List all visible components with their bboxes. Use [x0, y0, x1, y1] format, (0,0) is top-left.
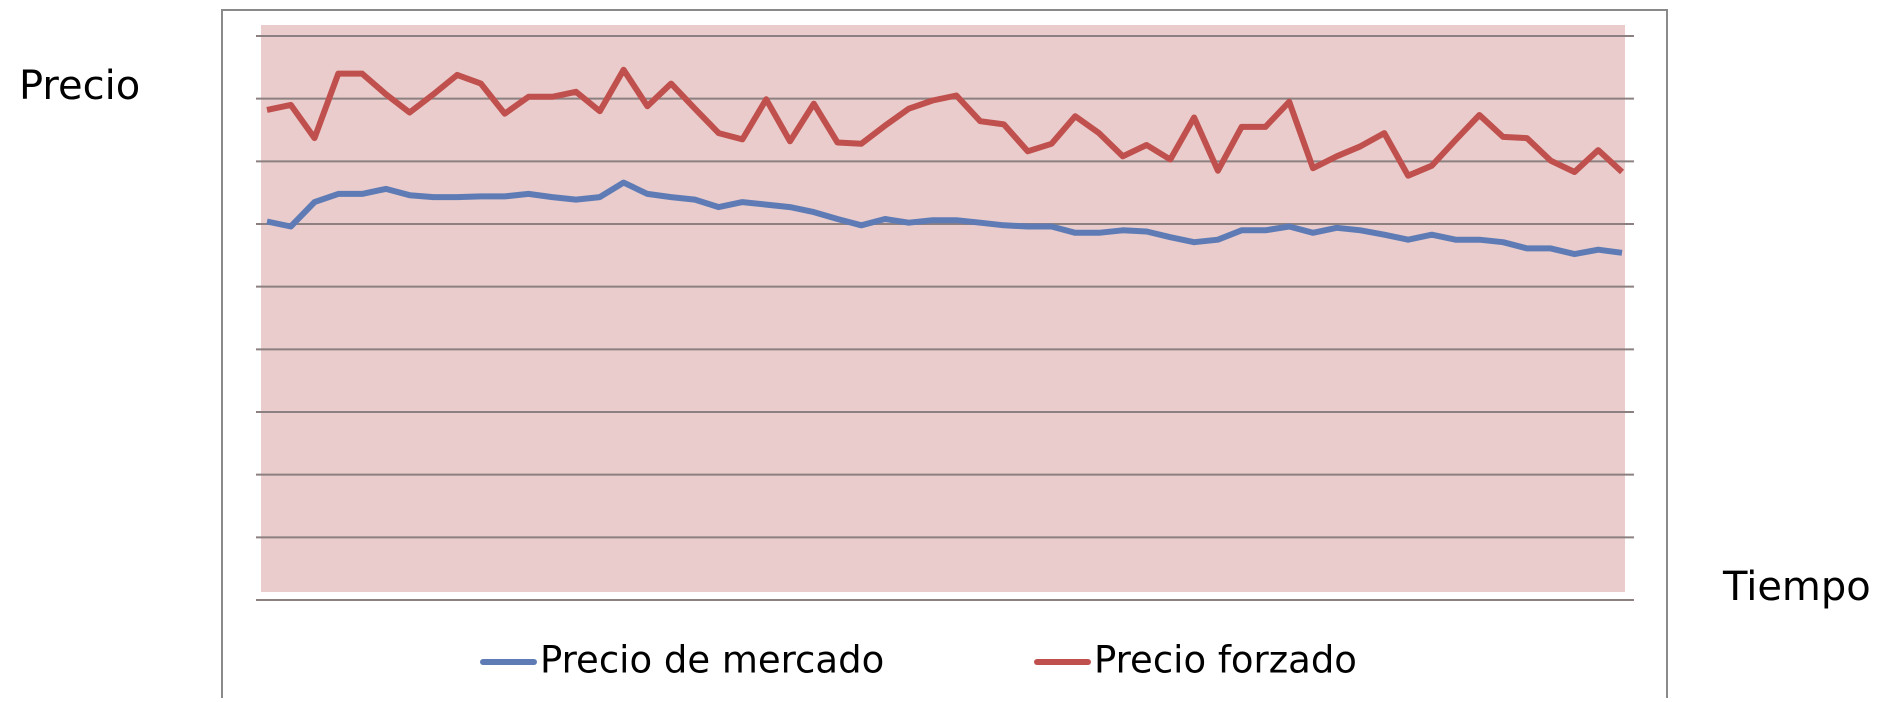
- series-line: [266, 179, 1623, 258]
- series-line: [266, 66, 1625, 179]
- legend-label: Precio de mercado: [540, 639, 884, 682]
- plot-background: [261, 25, 1625, 592]
- x-axis-label: Tiempo: [1722, 564, 1871, 610]
- legend-label: Precio forzado: [1094, 639, 1357, 682]
- y-axis-label: Precio: [19, 63, 140, 109]
